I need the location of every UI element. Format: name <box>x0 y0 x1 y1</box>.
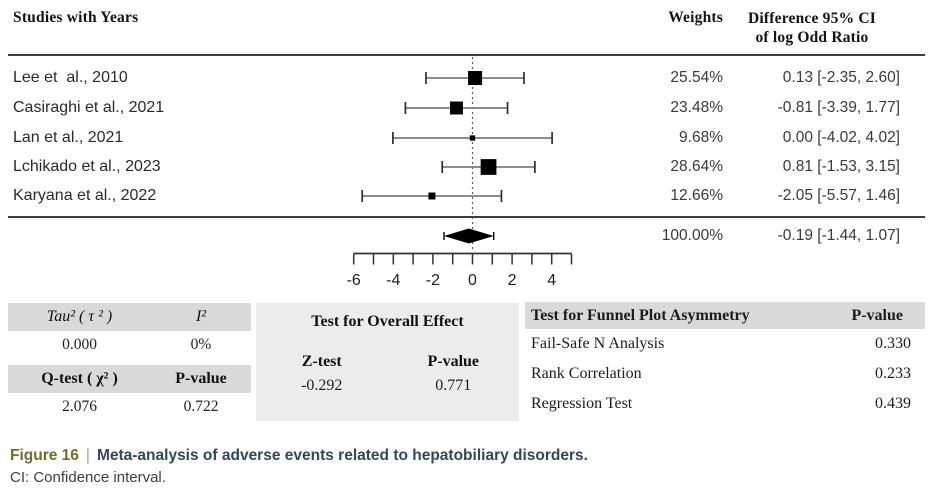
figure-number-label: Figure 16 <box>10 447 79 464</box>
study-label: Karyana et al., 2022 <box>13 187 157 204</box>
caption-separator: | <box>85 447 90 464</box>
x-axis-tick-label: -2 <box>425 272 441 289</box>
study-label: Lchikado et al., 2023 <box>13 158 161 175</box>
q-test-header: Q-test ( χ² ) <box>41 370 118 387</box>
weights-column-header: Weights <box>668 9 723 26</box>
x-axis-tick-label: -6 <box>346 272 361 289</box>
study-weight: 25.54% <box>670 69 723 86</box>
x-axis-tick-label: -4 <box>386 272 401 289</box>
overall-pvalue-value: 0.771 <box>435 377 472 394</box>
difference-column-header-line1: Difference 95% CI <box>748 10 876 27</box>
difference-column-header: Difference 95% CI of log Odd Ratio <box>714 9 910 47</box>
funnel-table-row: Rank Correlation 0.233 <box>525 359 925 389</box>
q-test-value: 2.076 <box>62 398 97 415</box>
heterogeneity-value-row-2: 2.076 0.722 <box>8 393 251 421</box>
funnel-table-header-row: Test for Funnel Plot Asymmetry P-value <box>525 302 925 329</box>
summary-difference-ci: -0.19 [-1.44, 1.07] <box>777 227 900 244</box>
heterogeneity-table: Tau² ( τ ² ) I² 0.000 0% Q-test ( χ² ) P… <box>8 303 251 421</box>
funnel-test-label: Regression Test <box>531 395 633 412</box>
funnel-table-row: Fail-Safe N Analysis 0.330 <box>525 329 925 359</box>
overall-pvalue-header: P-value <box>427 353 480 370</box>
heterogeneity-value-row-1: 0.000 0% <box>8 331 251 359</box>
overall-effect-panel: Test for Overall Effect Z-test P-value -… <box>256 303 519 421</box>
study-weight: 9.68% <box>679 129 723 146</box>
i-squared-value: 0% <box>190 336 212 353</box>
effect-size-square <box>480 159 497 175</box>
funnel-table-title: Test for Funnel Plot Asymmetry <box>531 306 750 324</box>
funnel-test-pvalue: 0.233 <box>875 365 911 382</box>
q-test-pvalue-header: P-value <box>175 370 227 387</box>
heterogeneity-header-row-2: Q-test ( χ² ) P-value <box>8 365 251 393</box>
tau-squared-value: 0.000 <box>62 336 97 353</box>
study-difference-ci: 0.00 [-4.02, 4.02] <box>782 129 900 146</box>
study-difference-ci: 0.81 [-1.53, 3.15] <box>782 158 900 175</box>
study-weight: 23.48% <box>670 99 723 116</box>
i-squared-header: I² <box>195 308 207 325</box>
study-difference-ci: -0.81 [-3.39, 1.77] <box>777 99 900 116</box>
funnel-test-pvalue: 0.439 <box>875 395 911 412</box>
funnel-table-row: Regression Test 0.439 <box>525 389 925 419</box>
header-divider-line <box>8 54 925 56</box>
funnel-test-pvalue: 0.330 <box>875 335 911 352</box>
funnel-pvalue-header: P-value <box>851 306 903 324</box>
x-axis-tick-label: 2 <box>507 272 517 289</box>
summary-weight: 100.00% <box>661 227 723 244</box>
z-test-value: -0.292 <box>301 377 343 394</box>
figure-caption: Figure 16 | Meta-analysis of adverse event… <box>10 446 588 466</box>
study-weight: 12.66% <box>670 187 723 204</box>
summary-divider-line <box>8 216 925 218</box>
difference-column-header-line2: of log Odd Ratio <box>755 29 869 46</box>
effect-size-square <box>469 135 476 141</box>
studies-column-header: Studies with Years <box>13 9 139 26</box>
heterogeneity-header-row-1: Tau² ( τ ² ) I² <box>8 303 251 331</box>
effect-size-square <box>468 70 483 86</box>
tau-squared-header: Tau² ( τ ² ) <box>46 308 113 325</box>
overall-effect-title: Test for Overall Effect <box>311 313 464 330</box>
z-test-header: Z-test <box>301 353 342 370</box>
study-label: Lee et al., 2010 <box>13 69 128 86</box>
study-difference-ci: 0.13 [-2.35, 2.60] <box>782 69 900 86</box>
x-axis-tick-label: 0 <box>468 272 477 289</box>
study-weight: 28.64% <box>670 158 723 175</box>
q-test-pvalue-value: 0.722 <box>183 398 219 415</box>
study-difference-ci: -2.05 [-5.57, 1.46] <box>777 187 900 204</box>
x-axis-tick-label: 4 <box>547 272 557 289</box>
caption-title: Meta-analysis of adverse events related … <box>96 447 588 464</box>
effect-size-square <box>428 192 436 200</box>
funnel-asymmetry-table: Test for Funnel Plot Asymmetry P-value F… <box>525 302 925 419</box>
study-label: Casiraghi et al., 2021 <box>13 99 165 116</box>
funnel-test-label: Rank Correlation <box>531 365 642 382</box>
study-label: Lan et al., 2021 <box>13 129 124 146</box>
summary-diamond <box>443 228 494 244</box>
funnel-test-label: Fail-Safe N Analysis <box>531 335 665 352</box>
funnel-table-rows: Fail-Safe N Analysis 0.330 Rank Correlatio… <box>525 329 925 419</box>
effect-size-square <box>450 101 463 115</box>
caption-abbreviation-note: CI: Confidence interval. <box>10 469 166 486</box>
